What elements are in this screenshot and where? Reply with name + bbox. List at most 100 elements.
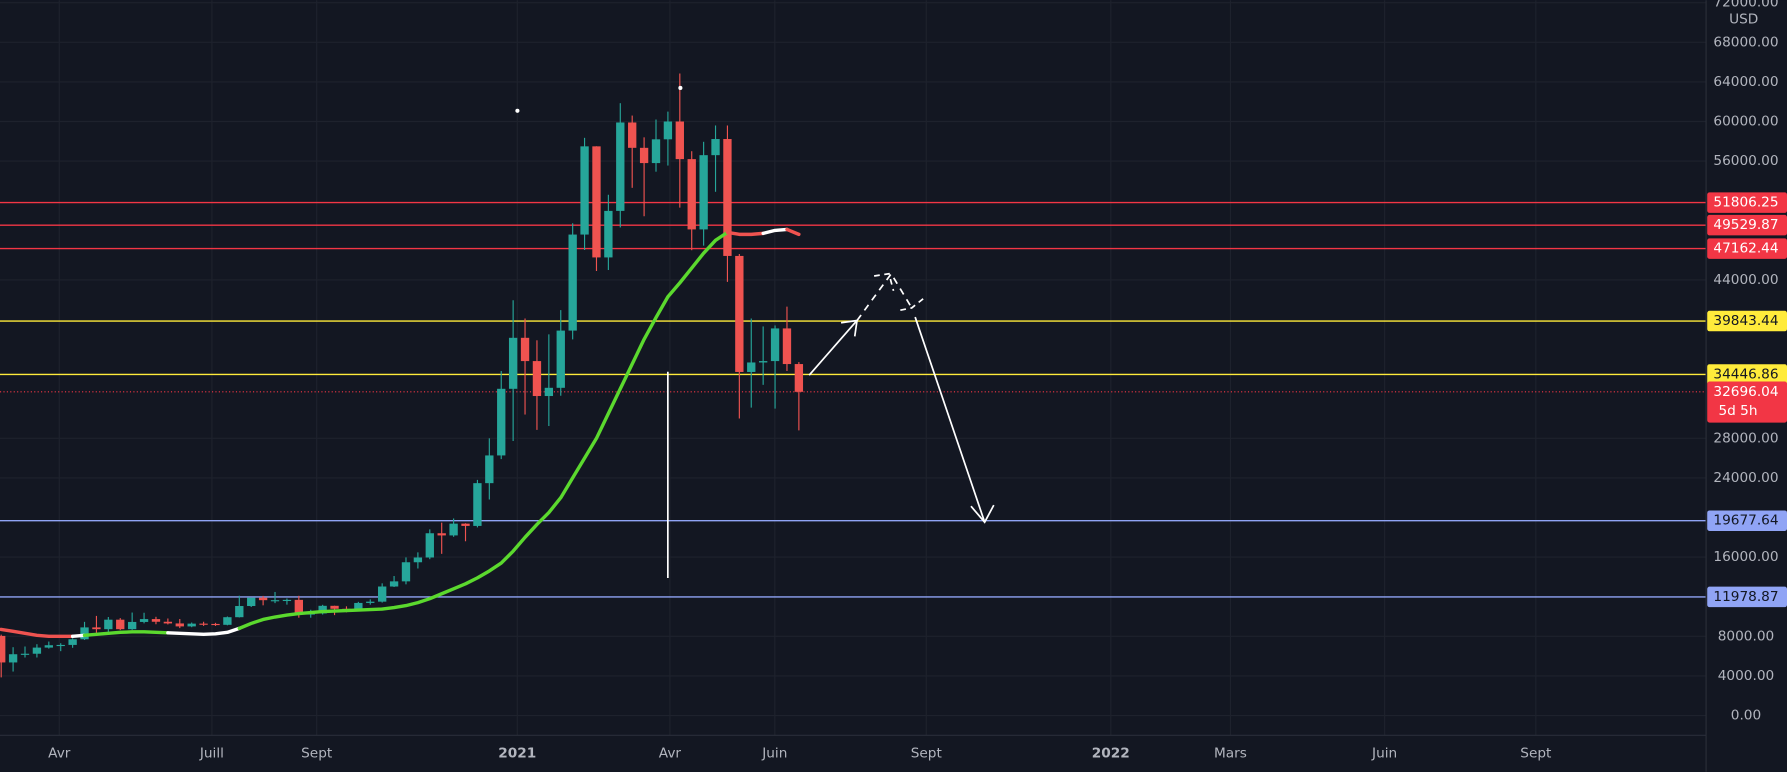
x-tick-label: Sept <box>911 746 943 762</box>
candles <box>0 73 804 678</box>
candle-body <box>0 635 6 663</box>
candle-body <box>318 605 327 614</box>
y-tick-label: 72000.00 <box>1713 0 1778 11</box>
candle-body <box>270 600 280 602</box>
candle-body <box>628 122 637 148</box>
candle-body <box>92 627 101 630</box>
candle-body <box>199 623 208 625</box>
candle-body <box>247 597 256 607</box>
price-label-box <box>1707 510 1787 531</box>
candle-body <box>378 586 387 602</box>
price-label-box <box>1707 214 1787 236</box>
arrow-head <box>970 504 995 524</box>
y-tick-label: 0.00 <box>1731 708 1761 724</box>
price-label: 34446.86 <box>1713 366 1778 382</box>
candle-body <box>366 601 375 603</box>
candle-body <box>580 146 589 235</box>
candle-body <box>747 362 756 372</box>
candle-body <box>782 328 792 365</box>
dashed-path <box>856 272 913 321</box>
candle-body <box>675 121 684 160</box>
candle-body <box>187 623 196 627</box>
x-tick-label: 2022 <box>1092 746 1130 762</box>
candle-body <box>413 557 423 563</box>
price-label-box <box>1707 310 1787 332</box>
moving-average-segment <box>82 630 170 638</box>
price-label-box <box>1707 238 1787 259</box>
x-tick-label: Juin <box>761 746 787 762</box>
moving-average-segment <box>70 633 87 639</box>
y-tick-label: 16000.00 <box>1713 549 1778 565</box>
candle-body <box>223 617 232 625</box>
dashed-head <box>873 272 895 292</box>
moving-average-segment <box>237 230 730 631</box>
dot <box>678 85 683 91</box>
candle-body <box>604 210 613 258</box>
candle-body <box>449 523 458 536</box>
candle-body <box>68 639 77 645</box>
candle-body <box>639 147 649 164</box>
candle-body <box>592 146 601 258</box>
candle-body <box>568 234 577 331</box>
candle-body <box>723 139 732 256</box>
candle-body <box>139 619 149 622</box>
price-label: 19677.64 <box>1713 513 1778 529</box>
moving-average-segment <box>0 627 75 639</box>
y-tick-label: 68000.00 <box>1713 34 1778 50</box>
candle-body <box>80 627 89 640</box>
candle-body <box>485 455 494 484</box>
candle-body <box>616 122 625 211</box>
moving-average-segment <box>761 227 789 236</box>
moving-average-segment <box>725 230 765 237</box>
candle-body <box>20 653 30 655</box>
candle-body <box>437 533 446 536</box>
candle-body <box>711 139 720 156</box>
y-tick-label: 24000.00 <box>1713 470 1778 486</box>
y-tick-label: 56000.00 <box>1713 153 1778 169</box>
candle-body <box>735 255 744 372</box>
candle-body <box>473 483 482 526</box>
candle-body <box>330 605 339 609</box>
y-tick-label: 8000.00 <box>1718 628 1774 644</box>
x-tick-label: Sept <box>1520 746 1552 762</box>
candle-body <box>497 388 506 456</box>
candle-body <box>508 337 518 389</box>
dashed-head <box>900 298 924 312</box>
candle-body <box>116 619 125 630</box>
dot <box>515 108 520 113</box>
moving-average <box>0 227 801 639</box>
drawings <box>515 85 995 579</box>
price-label-box <box>1707 381 1787 423</box>
candle-body <box>544 387 554 397</box>
candle-body <box>175 623 184 627</box>
candle-body <box>389 581 399 587</box>
candle-body <box>294 599 303 615</box>
arrow <box>808 319 858 376</box>
price-label: 39843.44 <box>1713 313 1778 329</box>
candle-body <box>44 645 53 648</box>
candle-body <box>556 330 565 388</box>
candle-body <box>425 533 434 558</box>
x-tick-label: Avr <box>659 746 682 762</box>
candle-body <box>32 647 42 654</box>
candle-body <box>8 654 18 663</box>
countdown-label: 5d 5h <box>1718 403 1757 419</box>
price-label: 51806.25 <box>1713 195 1778 211</box>
candle-body <box>651 139 661 164</box>
candle-body <box>687 159 696 230</box>
candle-body <box>56 644 65 647</box>
price-label: 49529.87 <box>1713 217 1778 233</box>
candle-body <box>104 619 113 630</box>
x-tick-label: Juill <box>199 746 224 762</box>
candle-body <box>532 361 542 397</box>
candle-body <box>699 155 708 230</box>
arrow <box>914 316 986 523</box>
currency-label: USD <box>1729 12 1758 28</box>
candle-body <box>163 621 173 624</box>
x-tick-label: Sept <box>301 746 333 762</box>
candle-body <box>282 599 292 602</box>
price-label: 47162.44 <box>1713 241 1778 257</box>
candle-body <box>211 623 220 626</box>
